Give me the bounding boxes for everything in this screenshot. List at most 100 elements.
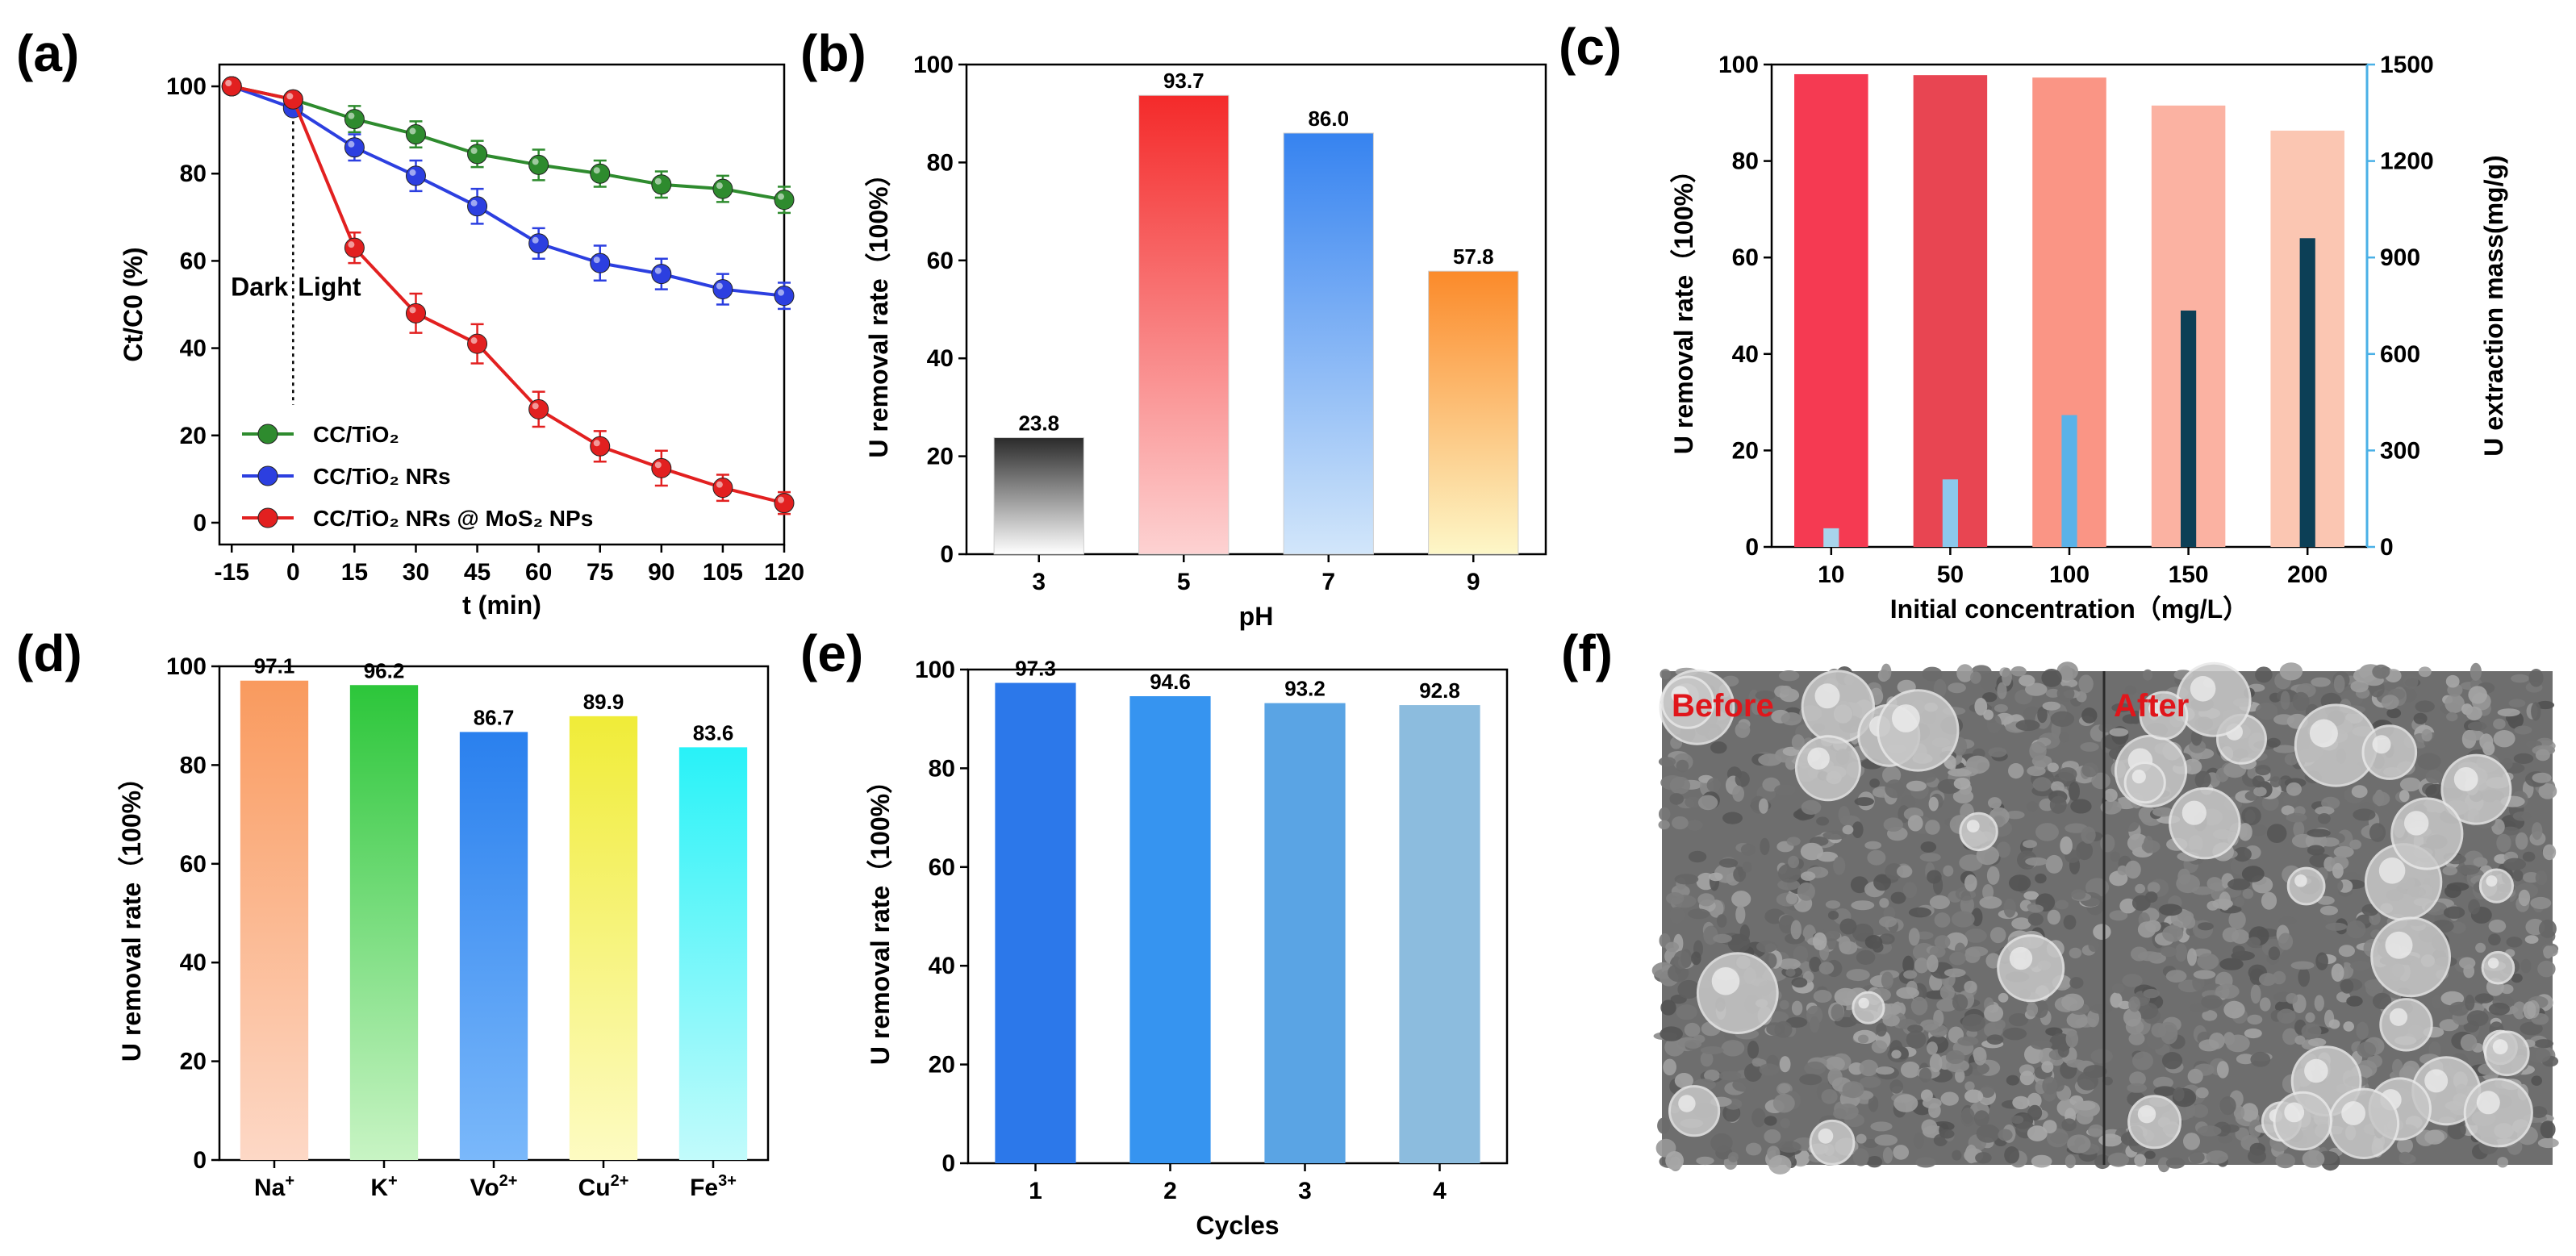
sem-grain — [2512, 870, 2524, 882]
sem-grain — [2532, 822, 2543, 841]
sem-grain — [1893, 1145, 1910, 1160]
data-point — [405, 303, 426, 323]
sem-grain — [2460, 1033, 2478, 1052]
sem-particle-highlight — [1711, 967, 1740, 995]
sem-grain — [2215, 983, 2240, 999]
sem-grain — [2506, 937, 2523, 948]
sem-grain — [1764, 953, 1777, 969]
sem-grain — [1732, 785, 1745, 802]
chart-e-bar: 0 20 40 60 80 100 97.3 1 94.6 2 93.2 3 92.8 4 Cycles U … — [866, 657, 1509, 1240]
sem-grain — [1735, 905, 1746, 924]
x-tick-superscript: 2+ — [611, 1172, 629, 1190]
data-point-highlight — [348, 140, 355, 148]
sem-grain — [1816, 816, 1830, 826]
data-point — [528, 154, 549, 175]
bar-Fe — [678, 747, 748, 1160]
y-tick-label: 20 — [1732, 437, 1759, 464]
bar-value-label: 86.7 — [474, 705, 515, 729]
sem-grain — [1952, 1150, 1962, 1161]
sem-grain — [2317, 813, 2331, 824]
sem-grain — [2372, 992, 2392, 1010]
sem-grain — [2512, 811, 2532, 821]
sem-grain — [2250, 984, 2261, 1004]
data-point — [528, 398, 549, 419]
data-point — [590, 252, 611, 273]
sem-grain — [2121, 816, 2140, 832]
y-tick-label: 40 — [929, 953, 955, 979]
sem-grain — [2027, 766, 2046, 777]
sem-grain — [1685, 1039, 1702, 1049]
sem-grain — [2003, 898, 2016, 918]
sem-grain — [1718, 858, 1739, 868]
sem-particle-highlight — [2476, 1091, 2500, 1115]
sem-grain — [2130, 710, 2142, 724]
sem-grain — [2175, 943, 2188, 962]
sem-grain — [1704, 1069, 1720, 1082]
sem-grain — [1994, 1019, 2006, 1030]
sem-grain — [1785, 968, 1796, 977]
sem-grain — [2534, 1039, 2553, 1049]
sem-grain — [2284, 753, 2298, 766]
sem-grain — [1879, 933, 1895, 945]
sem-grain — [1728, 1152, 1739, 1162]
sem-grain — [1964, 1089, 1984, 1104]
bar-value-label: 23.8 — [1018, 411, 1059, 436]
bar-extraction-10 — [1823, 528, 1839, 547]
sem-grain — [2019, 1070, 2035, 1086]
sem-grain — [1812, 932, 1827, 951]
sem-grain — [2268, 946, 2281, 961]
sem-grain — [2187, 948, 2197, 966]
y-tick-label: 80 — [180, 752, 207, 778]
sem-grain — [2002, 667, 2012, 686]
plot-frame — [965, 63, 1547, 556]
sem-grain — [2535, 749, 2550, 762]
sem-grain — [1948, 768, 1973, 777]
sem-grain — [2227, 878, 2251, 891]
sem-grain — [2125, 860, 2141, 879]
sem-grain — [1801, 799, 1822, 816]
sem-grain — [2286, 993, 2298, 1004]
data-point-highlight — [778, 289, 784, 296]
sem-grain — [1842, 1081, 1864, 1099]
sem-grain — [1885, 779, 1905, 799]
sem-grain — [2311, 677, 2331, 687]
sem-grain — [1758, 753, 1783, 766]
sem-grain — [1688, 850, 1707, 863]
bar-9 — [1428, 270, 1519, 555]
sem-grain — [1945, 1050, 1965, 1064]
sem-grain — [2386, 707, 2402, 719]
sem-grain — [1860, 1076, 1881, 1088]
sem-grain — [2006, 1074, 2019, 1086]
sem-grain — [2446, 882, 2470, 891]
sem-grain — [1952, 994, 1969, 1012]
bar-1 — [995, 682, 1076, 1163]
x-tick-label: -15 — [215, 559, 249, 586]
sem-grain — [2057, 1043, 2069, 1058]
y-tick-label: 80 — [929, 755, 955, 782]
sem-grain — [2056, 661, 2078, 681]
sem-grain — [2176, 874, 2201, 894]
sem-grain — [2372, 791, 2390, 806]
sem-grain — [1867, 849, 1886, 866]
sem-grain — [2513, 753, 2534, 765]
bar-value-label: 96.2 — [364, 658, 405, 682]
sem-grain — [1893, 1094, 1918, 1112]
sem-particle-highlight — [2372, 735, 2391, 754]
sem-grain — [2027, 904, 2044, 913]
sem-grain — [1856, 1133, 1867, 1144]
sem-grain — [2078, 674, 2094, 694]
x-tick-label: 0 — [286, 559, 300, 586]
bar-3 — [993, 437, 1084, 555]
sem-grain — [2191, 1104, 2209, 1118]
sem-grain — [1659, 807, 1671, 821]
annotation-dark: Dark — [231, 273, 288, 302]
sem-grain — [1875, 1066, 1895, 1075]
sem-grain — [1997, 682, 2007, 699]
sem-grain — [1722, 812, 1743, 824]
sem-grain — [2008, 763, 2024, 779]
sem-grain — [2081, 707, 2098, 724]
sem-grain — [2523, 1001, 2536, 1020]
sem-grain — [1922, 1097, 1942, 1109]
sem-grain — [2381, 695, 2399, 710]
sem-grain — [2202, 1010, 2218, 1021]
